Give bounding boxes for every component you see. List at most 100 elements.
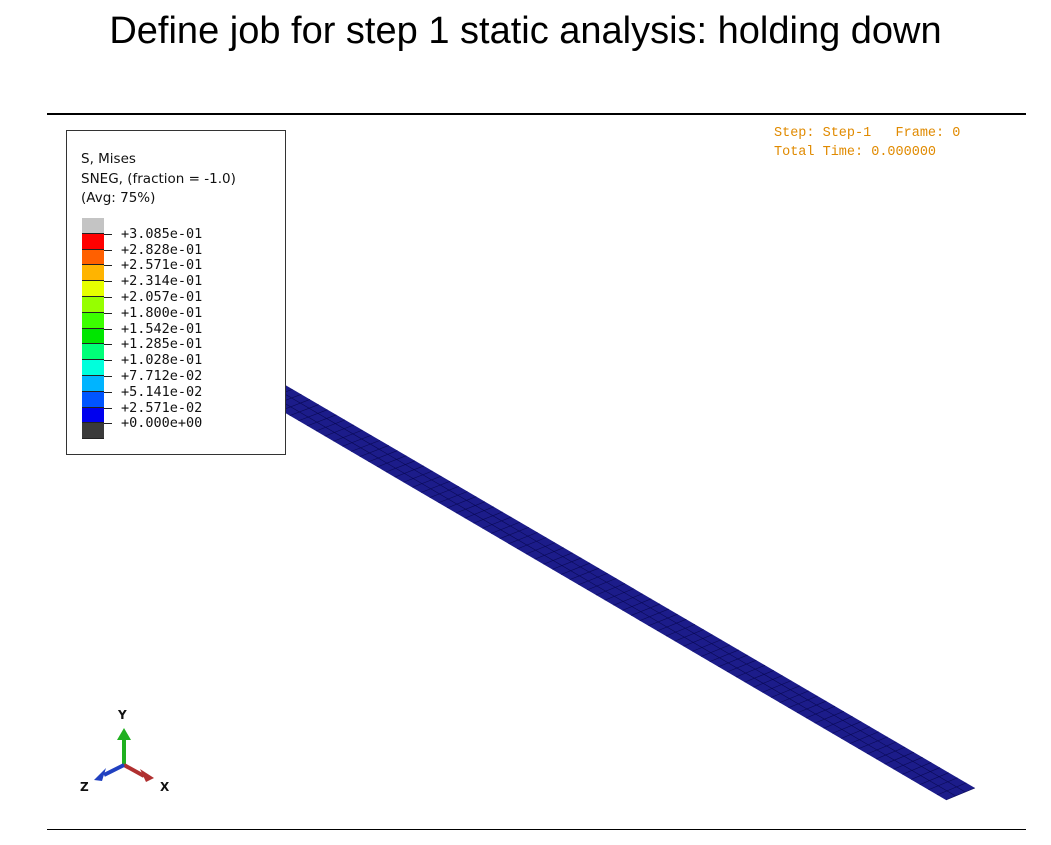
mesh-line [569,567,599,580]
mesh-line [639,608,669,621]
mesh-line [805,705,836,719]
mesh-line [604,588,634,601]
mesh-line [289,404,319,416]
mesh-line [622,598,652,611]
mesh-line [543,552,573,565]
mesh-line [324,424,354,437]
mesh-line [534,547,564,560]
mesh-line [490,521,521,534]
mesh-line [525,542,556,555]
legend-swatch [82,423,104,440]
mesh-line [753,675,783,688]
legend-averaging: (Avg: 75%) [81,190,156,206]
contour-legend[interactable]: S, Mises SNEG, (fraction = -1.0) (Avg: 7… [66,130,286,455]
legend-swatch [82,265,104,282]
mesh-line [797,700,827,714]
legend-tick [104,344,112,346]
mesh-line [770,685,801,698]
legend-tick [104,376,112,377]
z-axis-label: Z [80,780,89,794]
mesh-line [928,777,958,791]
mesh-line [265,382,966,793]
step-status: Step: Step-1 Frame: 0 Total Time: 0.0000… [774,124,960,162]
mesh-line [762,680,792,693]
x-axis-label: X [160,780,170,794]
legend-swatch [82,218,104,234]
legend-header: S, Mises SNEG, (fraction = -1.0) (Avg: 7… [81,150,236,209]
mesh-line [840,726,871,739]
legend-value: +2.314e-01 [121,273,203,290]
total-time-text: Total Time: 0.000000 [774,145,937,160]
mesh-line [429,486,459,498]
mesh-line [508,532,538,545]
mesh-line [560,562,591,575]
mesh-line [482,516,512,529]
mesh-line [552,557,582,570]
mesh-line [700,644,731,657]
legend-swatch [82,297,104,313]
mesh-line [657,619,687,632]
mesh-line [665,624,696,637]
legend-swatch [82,391,104,408]
mesh-line [709,649,739,662]
legend-value: +2.571e-02 [121,399,203,416]
beam-mesh [245,378,976,801]
legend-tick [104,423,112,425]
legend-swatch [82,344,104,361]
step-frame-text: Step: Step-1 Frame: 0 [774,126,961,141]
mesh-line [718,654,748,668]
legend-option: SNEG, (fraction = -1.0) [81,170,236,187]
x-axis-arrowhead [140,769,154,782]
mesh-line [613,593,643,606]
legend-value: +2.057e-01 [121,289,203,305]
mesh-line [464,506,494,519]
mesh-line [735,665,766,678]
legend-tick [104,233,112,235]
mesh-line [315,419,346,432]
mesh-line [595,583,626,596]
mesh-line [342,434,372,447]
mesh-line [902,762,932,775]
legend-tick [104,312,112,314]
mesh-line [727,659,757,673]
mesh-line [368,450,398,463]
mesh-line [814,711,844,724]
mesh-line [385,460,416,473]
mesh-line [377,455,407,468]
legend-swatch [82,233,104,250]
legend-swatch [82,281,104,297]
mesh-line [350,440,381,452]
legend-value: +1.800e-01 [121,304,203,321]
mesh-line [884,751,914,765]
mesh-line [683,634,713,647]
mesh-line [779,690,809,703]
legend-tick [104,360,112,362]
legend-swatch [82,407,104,424]
mesh-line [893,757,923,770]
mesh-line [849,731,879,744]
legend-value: +1.285e-01 [121,336,203,353]
mesh-line [744,670,774,683]
legend-value: +7.712e-02 [121,368,203,384]
legend-value: +2.828e-01 [121,241,203,258]
legend-tick [104,281,112,283]
mesh-line [438,491,468,504]
mesh-line [788,695,818,709]
legend-tick [104,249,112,251]
y-axis-label: Y [118,708,127,722]
legend-swatch [82,312,104,329]
legend-value: +3.085e-01 [121,225,203,242]
mesh-line [919,772,949,785]
legend-tick [104,328,112,330]
mesh-line [255,386,956,797]
y-axis-arrowhead [117,728,131,740]
legend-swatch [82,249,104,266]
legend-swatch [82,376,104,392]
mesh-line [648,613,678,627]
mesh-line [394,465,424,478]
mesh-line [858,736,888,750]
legend-value: +1.542e-01 [121,320,203,337]
mesh-line [692,639,722,652]
mesh-line [517,537,547,550]
